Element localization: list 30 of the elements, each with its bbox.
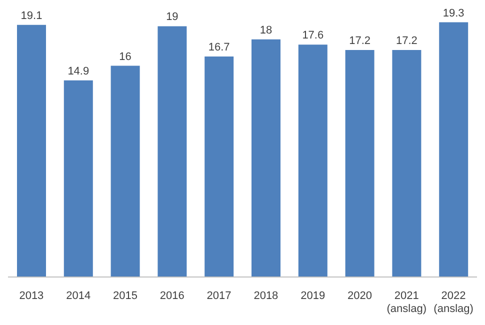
x-tick-label: 2016 — [160, 290, 184, 302]
bar — [298, 44, 328, 277]
bar — [439, 22, 468, 277]
x-tick-label: 2017 — [206, 290, 232, 302]
bar — [158, 26, 187, 277]
x-tick-label: 2018 — [254, 290, 278, 302]
bar — [345, 50, 374, 277]
x-tick-label: 2014 — [66, 290, 91, 302]
x-tick-label: 2015 — [113, 290, 138, 302]
bar — [252, 39, 280, 277]
x-tick-label: 2019 — [300, 290, 326, 302]
data-label: 17.2 — [396, 34, 418, 47]
bar — [64, 80, 93, 277]
bar — [392, 50, 422, 277]
data-label: 14.9 — [68, 65, 90, 78]
x-tick-label: 2020 — [348, 290, 372, 302]
data-label: 18 — [260, 24, 272, 36]
bar — [204, 56, 234, 277]
data-label: 17.2 — [349, 34, 371, 47]
x-tick-label: 2021 (anslag) — [386, 290, 427, 315]
data-label: 19 — [166, 11, 178, 24]
data-label: 19.1 — [20, 10, 42, 22]
bar — [110, 66, 140, 277]
x-tick-label: 2022 (anslag) — [434, 290, 474, 315]
bar — [17, 24, 46, 277]
data-label: 19.3 — [442, 7, 464, 20]
data-label: 16 — [119, 50, 132, 63]
data-label: 17.6 — [302, 30, 324, 42]
data-label: 16.7 — [208, 42, 230, 54]
x-tick-label: 2013 — [19, 290, 44, 302]
